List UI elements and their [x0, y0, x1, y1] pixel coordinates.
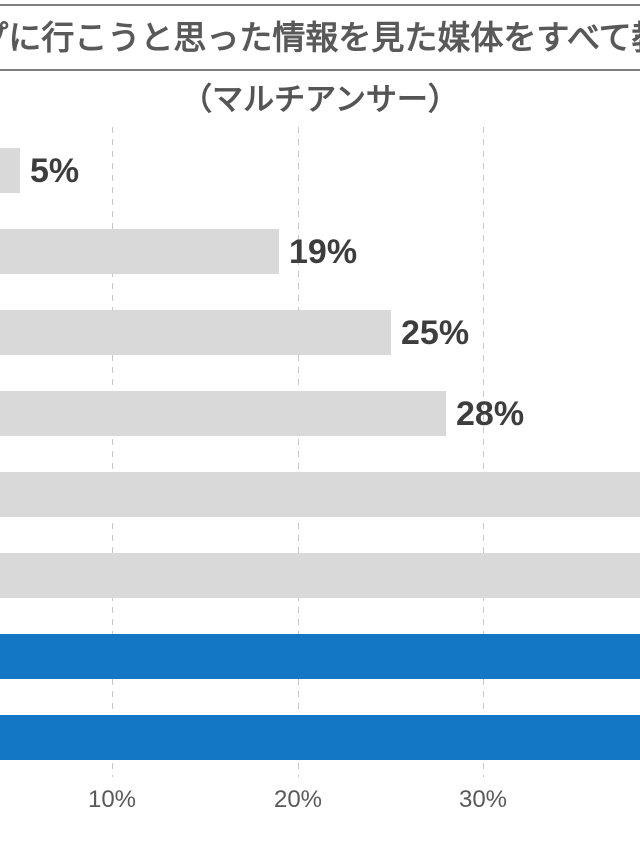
- bar-value-label-3: 25%: [401, 314, 470, 352]
- x-tick-label-10%: 10%: [87, 786, 137, 813]
- gridline-30%: [483, 127, 484, 777]
- bar-value-label-4: 28%: [456, 395, 525, 433]
- bar-row-7: [0, 634, 640, 679]
- chart-title-box: プに行こうと思った情報を見た媒体をすべて教: [0, 4, 640, 71]
- x-tick-label-20%: 20%: [273, 786, 323, 813]
- bar-row-4: [0, 391, 446, 436]
- bar-row-1: [0, 148, 20, 193]
- x-tick-label-30%: 30%: [458, 786, 508, 813]
- bar-row-2: [0, 229, 279, 274]
- bar-value-label-1: 5%: [30, 152, 80, 190]
- gridline-10%: [112, 127, 113, 777]
- bar-value-label-2: 19%: [289, 233, 358, 271]
- chart-subtitle: （マルチアンサー）: [181, 82, 459, 117]
- bar-row-8: [0, 715, 640, 760]
- bar-row-6: [0, 553, 640, 598]
- bar-row-3: [0, 310, 391, 355]
- bar-row-5: [0, 472, 640, 517]
- chart-title: プに行こうと思った情報を見た媒体をすべて教: [0, 19, 640, 56]
- gridline-20%: [298, 127, 299, 777]
